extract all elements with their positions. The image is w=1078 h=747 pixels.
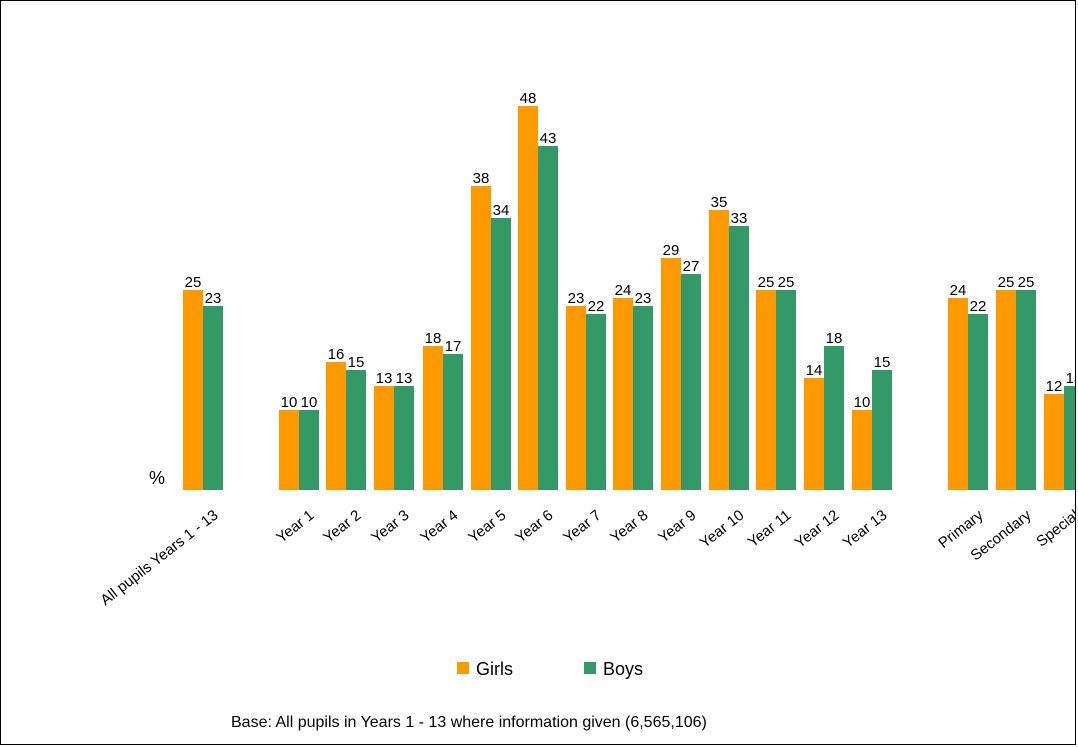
bar-girls-year-11 — [756, 290, 776, 490]
value-label-boys-year-8: 23 — [635, 290, 652, 307]
category-label-year-2: Year 2 — [320, 507, 364, 547]
bar-girls-special — [1044, 394, 1064, 490]
bar-boys-year-4 — [443, 354, 463, 490]
legend-label-boys: Boys — [603, 659, 643, 679]
bar-boys-year-2 — [346, 370, 366, 490]
bar-boys-all-pupils-years-1-13 — [203, 306, 223, 490]
value-label-boys-year-11: 25 — [778, 274, 795, 291]
bar-girls-year-3 — [374, 386, 394, 490]
category-label-all-pupils-years-1-13: All pupils Years 1 - 13 — [97, 507, 221, 609]
value-label-girls-year-4: 18 — [425, 330, 442, 347]
value-label-boys-secondary: 25 — [1018, 274, 1035, 291]
bar-girls-year-4 — [423, 346, 443, 490]
value-label-girls-year-6: 48 — [520, 90, 537, 107]
bar-boys-year-1 — [299, 410, 319, 490]
value-label-girls-year-9: 29 — [663, 242, 680, 259]
bar-girls-year-7 — [566, 306, 586, 490]
value-label-boys-year-6: 43 — [540, 130, 557, 147]
bars-group — [183, 106, 1075, 490]
category-label-year-6: Year 6 — [512, 507, 556, 547]
value-label-boys-year-1: 10 — [301, 394, 318, 411]
value-label-girls-year-7: 23 — [568, 290, 585, 307]
value-label-girls-special: 12 — [1046, 378, 1063, 395]
bar-girls-year-13 — [852, 410, 872, 490]
bar-boys-special — [1064, 386, 1075, 490]
value-label-girls-year-5: 38 — [473, 170, 490, 187]
value-label-boys-year-13: 15 — [874, 354, 891, 371]
bar-boys-year-8 — [633, 306, 653, 490]
category-label-year-10: Year 10 — [697, 507, 748, 552]
category-label-year-4: Year 4 — [417, 507, 461, 547]
category-label-year-7: Year 7 — [560, 507, 604, 547]
unit-label: % — [149, 468, 165, 488]
value-label-boys-primary: 22 — [970, 298, 987, 315]
value-label-girls-year-12: 14 — [806, 362, 823, 379]
bar-boys-secondary — [1016, 290, 1036, 490]
value-label-boys-year-2: 15 — [348, 354, 365, 371]
legend-label-girls: Girls — [476, 659, 513, 679]
bar-girls-year-9 — [661, 258, 681, 490]
value-label-girls-year-11: 25 — [758, 274, 775, 291]
bar-girls-year-5 — [471, 186, 491, 490]
bar-boys-year-7 — [586, 314, 606, 490]
category-label-year-13: Year 13 — [840, 507, 891, 552]
category-label-year-11: Year 11 — [745, 507, 795, 551]
bar-boys-year-3 — [394, 386, 414, 490]
value-label-girls-year-1: 10 — [281, 394, 298, 411]
bar-girls-primary — [948, 298, 968, 490]
category-labels-group: All pupils Years 1 - 13 Year 1 Year 2 Year … — [97, 506, 1076, 609]
value-label-boys-year-10: 33 — [731, 210, 748, 227]
category-label-year-12: Year 12 — [792, 507, 843, 552]
legend-swatch-girls — [457, 662, 469, 674]
category-label-special: Special — [1033, 507, 1076, 551]
value-label-boys-year-7: 22 — [588, 298, 605, 315]
legend-swatch-boys — [584, 662, 596, 674]
category-label-year-3: Year 3 — [368, 507, 412, 547]
bar-boys-year-5 — [491, 218, 511, 490]
bar-girls-secondary — [996, 290, 1016, 490]
value-label-boys-all-pupils-years-1-13: 23 — [205, 290, 222, 307]
legend: Girls Boys — [457, 659, 643, 679]
bar-boys-year-9 — [681, 274, 701, 490]
value-label-boys-year-9: 27 — [683, 258, 700, 275]
value-label-girls-secondary: 25 — [998, 274, 1015, 291]
bar-girls-all-pupils-years-1-13 — [183, 290, 203, 490]
category-label-year-1: Year 1 — [273, 507, 317, 547]
bar-girls-year-12 — [804, 378, 824, 490]
bar-boys-year-13 — [872, 370, 892, 490]
value-label-girls-year-3: 13 — [376, 370, 393, 387]
category-label-year-5: Year 5 — [465, 507, 509, 547]
bar-girls-year-10 — [709, 210, 729, 490]
category-label-year-9: Year 9 — [655, 507, 699, 547]
value-label-girls-year-13: 10 — [854, 394, 871, 411]
value-label-girls-year-2: 16 — [328, 346, 345, 363]
value-label-boys-year-5: 34 — [493, 202, 510, 219]
category-label-year-8: Year 8 — [607, 507, 651, 547]
base-footnote: Base: All pupils in Years 1 - 13 where i… — [231, 714, 707, 731]
value-label-girls-year-10: 35 — [711, 194, 728, 211]
value-label-boys-year-3: 13 — [396, 370, 413, 387]
value-label-girls-all-pupils-years-1-13: 25 — [185, 274, 202, 291]
value-label-girls-year-8: 24 — [615, 282, 632, 299]
value-label-girls-primary: 24 — [950, 282, 967, 299]
value-label-boys-year-4: 17 — [445, 338, 462, 355]
bar-boys-year-12 — [824, 346, 844, 490]
bar-boys-year-11 — [776, 290, 796, 490]
bar-girls-year-8 — [613, 298, 633, 490]
value-label-boys-year-12: 18 — [826, 330, 843, 347]
bar-girls-year-1 — [279, 410, 299, 490]
bar-girls-year-6 — [518, 106, 538, 490]
bar-boys-primary — [968, 314, 988, 490]
value-label-boys-special: 13 — [1066, 370, 1076, 387]
bar-boys-year-6 — [538, 146, 558, 490]
bar-girls-year-2 — [326, 362, 346, 490]
bar-boys-year-10 — [729, 226, 749, 490]
